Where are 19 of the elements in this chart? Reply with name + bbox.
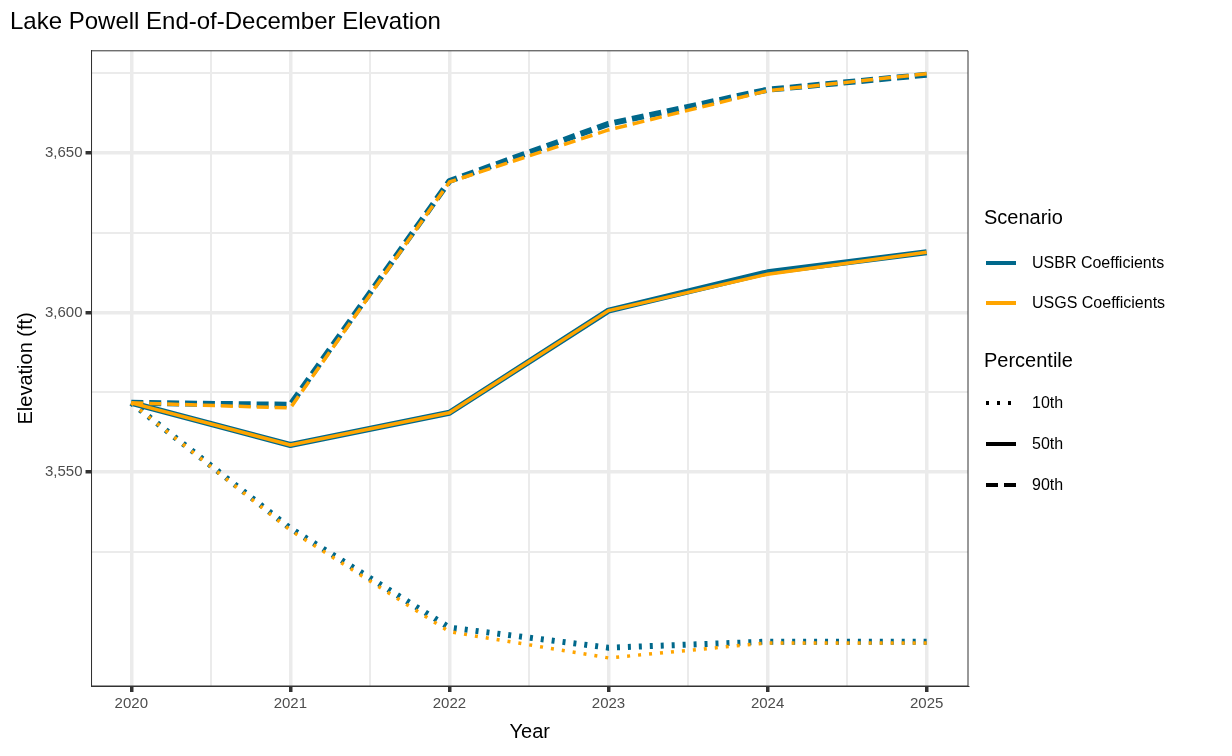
chart-title: Lake Powell End-of-December Elevation bbox=[10, 7, 441, 35]
x-tick-label: 2024 bbox=[750, 694, 785, 712]
x-tick-label: 2021 bbox=[273, 694, 308, 712]
y-tick-label: 3,600 bbox=[44, 302, 83, 320]
text: 90th bbox=[1032, 475, 1064, 494]
text: Percentile bbox=[984, 349, 1073, 371]
text: USGS Coefficients bbox=[1032, 294, 1166, 312]
x-axis-title: Year bbox=[509, 719, 551, 742]
y-tick-label: 3,650 bbox=[44, 143, 83, 161]
y-tick-label: 3,550 bbox=[44, 462, 83, 480]
x-tick-label: 2020 bbox=[114, 694, 148, 712]
x-tick-label: 2025 bbox=[909, 694, 944, 712]
text: Scenario bbox=[984, 206, 1063, 228]
x-tick-label: 2023 bbox=[591, 694, 626, 712]
text: 50th bbox=[1032, 434, 1064, 453]
x-tick-label: 2022 bbox=[432, 694, 467, 712]
text: 10th bbox=[1032, 393, 1064, 412]
text: USBR Coefficients bbox=[1032, 254, 1165, 272]
y-axis-title: Elevation (ft) bbox=[13, 312, 36, 425]
